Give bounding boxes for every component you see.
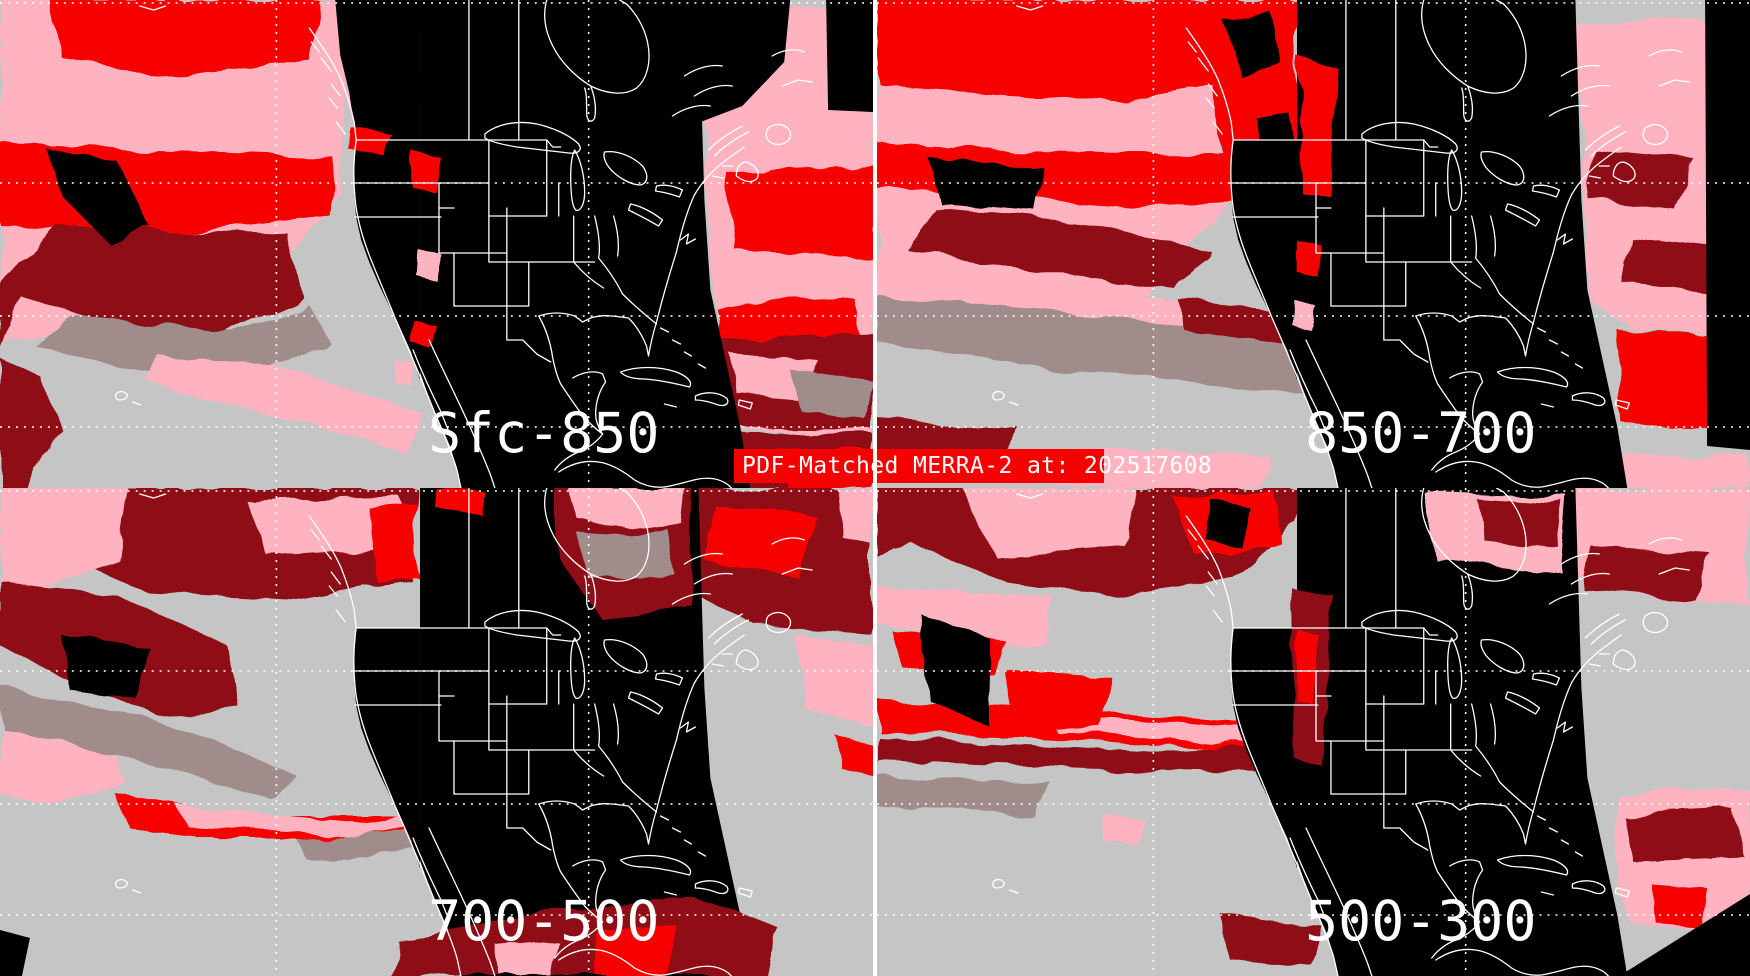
cloud-field xyxy=(877,0,1750,488)
title-banner-text: PDF-Matched MERRA-2 at: 202517608 xyxy=(742,453,1213,479)
cloud-field xyxy=(0,488,873,860)
no-data-regions xyxy=(0,488,751,976)
coastal-cloud-specks xyxy=(1292,58,1338,330)
layer-label: 700-500 xyxy=(428,889,659,953)
layer-label: 500-300 xyxy=(1305,889,1536,953)
no-data-regions xyxy=(335,0,873,488)
cloud-over-swath xyxy=(1222,492,1570,966)
panel-700-500: 700-500 xyxy=(0,488,873,976)
layer-label: Sfc-850 xyxy=(428,401,659,465)
panel-500-300: 500-300 xyxy=(877,488,1750,976)
coastal-cloud-specks xyxy=(349,128,441,387)
layer-label: 850-700 xyxy=(1305,401,1536,465)
no-data-regions xyxy=(1222,0,1750,488)
title-banner: PDF-Matched MERRA-2 at: 202517608 xyxy=(734,449,1212,483)
panel-850-700: 850-700 xyxy=(877,0,1750,488)
panel-divider xyxy=(873,0,877,976)
panel-sfc-850: Sfc-850 xyxy=(0,0,873,488)
title-banner-background xyxy=(734,449,1104,483)
